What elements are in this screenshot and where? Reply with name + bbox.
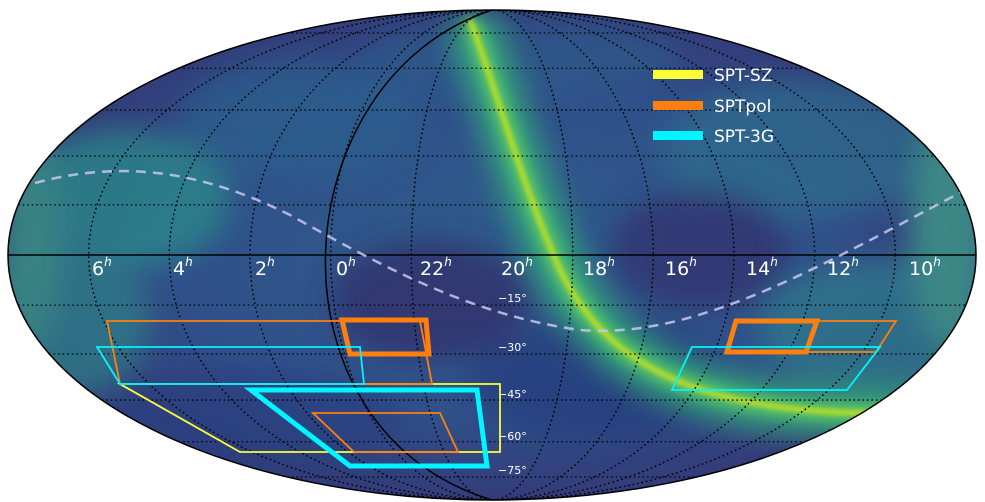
ra-label: 14h bbox=[746, 255, 778, 280]
ra-label: 0h bbox=[336, 255, 356, 280]
sptpol-field-inner bbox=[310, 412, 460, 453]
dec-labels: −15° −30° −45° −60° −75° bbox=[498, 292, 527, 477]
ra-label-unit: h bbox=[607, 255, 615, 269]
ra-label: 10h bbox=[909, 255, 941, 280]
ra-labels: 6h 4h 2h 0h 22h 20h 18h 16h 14h 12h 10h bbox=[92, 255, 941, 280]
ra-label-hour: 4 bbox=[173, 258, 185, 280]
ra-label-hour: 6 bbox=[92, 258, 104, 280]
ra-label-unit: h bbox=[689, 255, 697, 269]
ra-label: 16h bbox=[665, 255, 697, 280]
ra-label-hour: 16 bbox=[665, 258, 689, 280]
ra-label-unit: h bbox=[525, 255, 533, 269]
dec-label: −30° bbox=[498, 341, 527, 354]
dec-label: −60° bbox=[498, 430, 527, 443]
zero-meridian bbox=[324, 9, 493, 501]
ra-label: 18h bbox=[583, 255, 615, 280]
dec-label: −15° bbox=[498, 292, 527, 305]
ra-label-unit: h bbox=[770, 255, 778, 269]
ecliptic-line bbox=[34, 169, 976, 333]
legend-label-sptsz: SPT-SZ bbox=[714, 66, 772, 86]
ra-label-unit: h bbox=[185, 255, 193, 269]
legend-label-sptpol: SPTpol bbox=[714, 97, 771, 117]
ra-label-unit: h bbox=[851, 255, 859, 269]
ra-label: 22h bbox=[420, 255, 452, 280]
spt3g-field-east bbox=[670, 346, 882, 391]
ra-label-unit: h bbox=[104, 255, 112, 269]
dec-label: −75° bbox=[498, 464, 527, 477]
survey-fields bbox=[95, 317, 898, 469]
ra-label-unit: h bbox=[444, 255, 452, 269]
ra-label-hour: 14 bbox=[746, 258, 770, 280]
legend-swatch-spt3g bbox=[653, 131, 703, 140]
ra-label-hour: 2 bbox=[255, 258, 267, 280]
spt3g-field-main bbox=[95, 346, 366, 385]
dec-label: −45° bbox=[498, 388, 527, 401]
ra-label-unit: h bbox=[933, 255, 941, 269]
sptpol-field-500d bbox=[338, 317, 432, 357]
ra-label: 6h bbox=[92, 255, 112, 280]
legend-label-spt3g: SPT-3G bbox=[714, 127, 774, 147]
ra-label-unit: h bbox=[267, 255, 275, 269]
legend: SPT-SZ SPTpol SPT-3G bbox=[653, 66, 774, 147]
ra-label-hour: 12 bbox=[827, 258, 851, 280]
ra-label-hour: 18 bbox=[583, 258, 607, 280]
legend-swatch-sptsz bbox=[653, 70, 703, 79]
ra-label-unit: h bbox=[348, 255, 356, 269]
ra-label-hour: 20 bbox=[501, 258, 525, 280]
ra-label-hour: 10 bbox=[909, 258, 933, 280]
legend-swatch-sptpol bbox=[653, 101, 703, 110]
sptpol-field-east-thick bbox=[723, 318, 821, 355]
spt3g-field-main-thick bbox=[243, 387, 490, 469]
ra-label-hour: 0 bbox=[336, 258, 348, 280]
ra-label-hour: 22 bbox=[420, 258, 444, 280]
ra-label: 12h bbox=[827, 255, 859, 280]
ra-label: 4h bbox=[173, 255, 193, 280]
ra-label: 2h bbox=[255, 255, 275, 280]
ra-label: 20h bbox=[501, 255, 533, 280]
